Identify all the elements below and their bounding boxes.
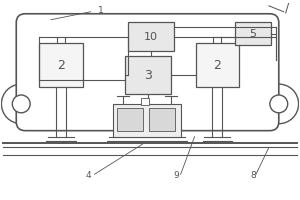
Bar xyxy=(141,98,149,105)
Text: 4: 4 xyxy=(86,171,92,180)
Circle shape xyxy=(2,84,41,124)
Text: /: / xyxy=(285,1,289,14)
Bar xyxy=(113,104,181,137)
Bar xyxy=(39,43,82,87)
Bar xyxy=(149,108,175,131)
Bar xyxy=(125,56,171,94)
Circle shape xyxy=(12,95,30,113)
FancyBboxPatch shape xyxy=(16,14,279,131)
Text: 2: 2 xyxy=(213,59,221,72)
Text: 5: 5 xyxy=(250,29,256,39)
Circle shape xyxy=(259,84,298,124)
Text: 2: 2 xyxy=(57,59,65,72)
Bar xyxy=(196,43,239,87)
Bar xyxy=(117,108,143,131)
Text: 8: 8 xyxy=(250,171,256,180)
Text: 1: 1 xyxy=(98,6,103,15)
Text: 10: 10 xyxy=(144,32,158,42)
Bar xyxy=(235,22,271,45)
Text: 9: 9 xyxy=(173,171,178,180)
Circle shape xyxy=(270,95,288,113)
Bar xyxy=(128,22,174,51)
Text: 3: 3 xyxy=(144,69,152,82)
